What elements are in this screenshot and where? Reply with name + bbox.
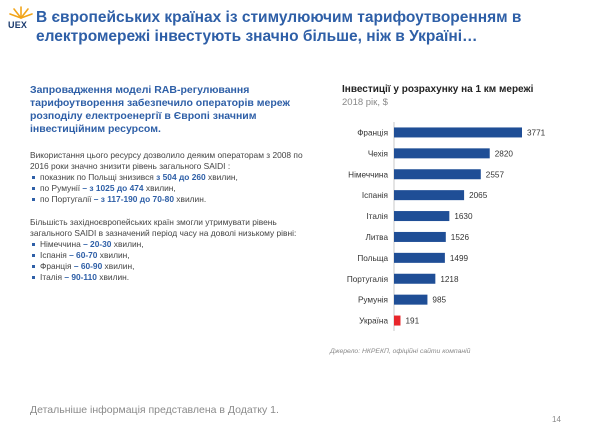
chart-title: Інвестиції у розрахунку на 1 км мережі bbox=[342, 84, 534, 95]
chart-subtitle: 2018 рік, $ bbox=[342, 97, 388, 108]
category-label: Румунія bbox=[358, 296, 388, 305]
list-item: по Португалії – з 117-190 до 70-80 хвили… bbox=[30, 194, 315, 205]
chart-source: Джерело: НКРЕКП, офіційні сайти компаній bbox=[330, 348, 471, 355]
category-label: Литва bbox=[365, 233, 388, 242]
value-label: 2820 bbox=[495, 149, 514, 158]
list-item: по Румунії – з 1025 до 474 хвилин, bbox=[30, 183, 315, 194]
value-label: 1218 bbox=[440, 275, 459, 284]
list-item: Італія – 90-110 хвилин. bbox=[30, 272, 315, 283]
value-label: 2557 bbox=[486, 170, 505, 179]
western-europe-paragraph: Більшість західноєвропейських країн змог… bbox=[30, 217, 297, 238]
value-label: 1630 bbox=[454, 212, 473, 221]
category-label: Португалія bbox=[347, 275, 388, 284]
bar bbox=[394, 231, 446, 242]
list-item: Франція – 60-90 хвилин, bbox=[30, 261, 315, 272]
saidi-levels-list: Німеччина – 20-30 хвилин, Іспанія – 60-70… bbox=[30, 239, 315, 283]
list-item: Іспанія – 60-70 хвилин, bbox=[30, 250, 315, 261]
category-label: Іспанія bbox=[362, 191, 388, 200]
logo-sun-icon bbox=[9, 6, 33, 19]
value-label: 1499 bbox=[450, 254, 469, 263]
page-number: 14 bbox=[552, 415, 561, 424]
value-label: 985 bbox=[432, 296, 446, 305]
bar bbox=[394, 148, 490, 159]
footnote: Детальніше інформація представлена в Дод… bbox=[30, 404, 279, 416]
value-label: 2065 bbox=[469, 191, 488, 200]
category-label: Німеччина bbox=[348, 170, 388, 179]
slide-title: В європейських країнах із стимулюючим та… bbox=[36, 9, 522, 45]
category-label: Польща bbox=[357, 254, 388, 263]
bar bbox=[394, 190, 465, 201]
category-label: Франція bbox=[357, 128, 388, 137]
bar bbox=[394, 127, 522, 138]
list-item: показник по Польщі знизився з 504 до 260… bbox=[30, 172, 315, 183]
bar bbox=[394, 294, 428, 305]
bar bbox=[394, 273, 436, 284]
value-label: 3771 bbox=[527, 128, 546, 137]
uex-logo: UEX bbox=[6, 4, 40, 32]
bar bbox=[394, 211, 450, 222]
saidi-paragraph: Використання цього ресурсу дозволило дея… bbox=[30, 150, 303, 171]
lead-paragraph: Запровадження моделі RAB-регулювання тар… bbox=[30, 84, 290, 135]
category-label: Чехія bbox=[368, 149, 388, 158]
value-label: 1526 bbox=[451, 233, 470, 242]
bar bbox=[394, 252, 445, 263]
bar bbox=[394, 169, 481, 180]
investment-bar-chart: Франція 3771 Чехія 2820 Німеччина 2557 Іспанія… bbox=[347, 122, 546, 331]
saidi-reduction-list: показник по Польщі знизився з 504 до 260… bbox=[30, 172, 315, 205]
logo-text: UEX bbox=[8, 20, 28, 30]
text-column: Запровадження моделі RAB-регулювання тар… bbox=[30, 84, 315, 283]
category-label: Україна bbox=[359, 317, 388, 326]
list-item: Німеччина – 20-30 хвилин, bbox=[30, 239, 315, 250]
value-label: 191 bbox=[405, 317, 419, 326]
category-label: Італія bbox=[366, 212, 388, 221]
bar bbox=[394, 315, 401, 326]
